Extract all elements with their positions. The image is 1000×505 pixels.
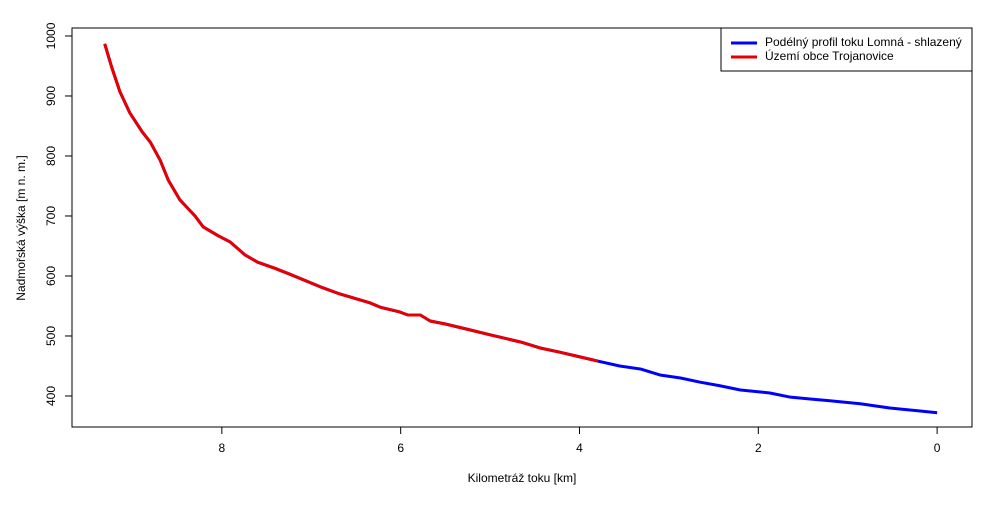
x-tick-label: 4 [576,441,583,455]
y-tick-label: 500 [44,326,58,346]
y-tick-label: 600 [44,266,58,286]
y-tick-label: 900 [44,86,58,106]
data-line [103,43,938,415]
x-tick-label: 2 [755,441,762,455]
x-tick-label: 8 [219,441,226,455]
y-tick-label: 400 [44,386,58,406]
x-tick-label: 6 [397,441,404,455]
y-tick-label: 1000 [44,22,58,49]
x-axis-label: Kilometráž toku [km] [468,471,577,485]
y-axis-label: Nadmořská výška [m n. m.] [14,155,28,300]
y-tick-label: 700 [44,206,58,226]
legend-box [720,27,973,72]
legend-label: Podélný profil toku Lomná - shlazený [765,35,962,49]
plot-box [71,27,973,428]
y-tick-label: 800 [44,146,58,166]
x-tick-label: 0 [934,441,941,455]
data-line [103,43,599,363]
legend-label: Území obce Trojanovice [765,48,894,63]
